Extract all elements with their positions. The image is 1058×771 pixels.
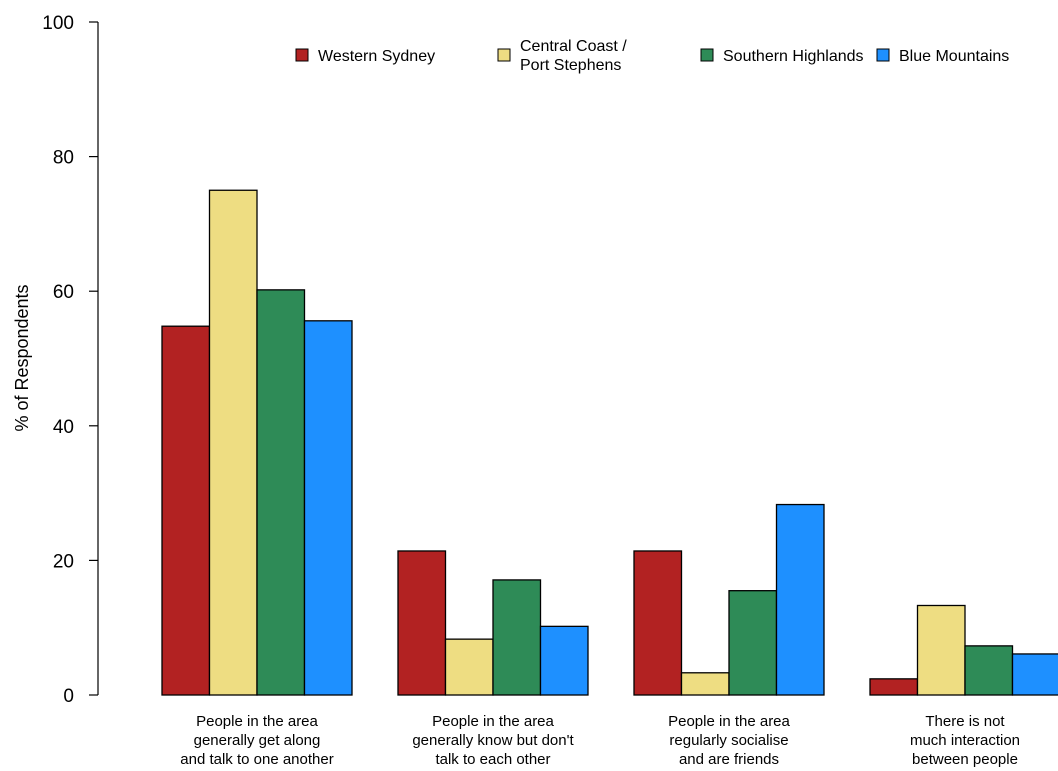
bar-0-0	[161, 325, 211, 696]
legend-label: Central Coast /	[520, 38, 627, 55]
bar-0-2	[256, 289, 306, 696]
category-label: regularly socialise	[669, 732, 788, 749]
bar-2-1	[680, 672, 730, 696]
y-axis-title: % of Respondents	[12, 284, 32, 431]
bar-3-0	[869, 678, 919, 696]
category-label: There is not	[925, 713, 1005, 730]
bar-2-2	[728, 590, 778, 696]
category-labels: People in the area generally get along and…	[180, 713, 1020, 768]
category-label: between people	[912, 751, 1018, 768]
y-tick-label: 40	[53, 417, 74, 438]
bar-3-1	[916, 604, 966, 696]
y-tick-label: 20	[53, 551, 74, 572]
legend-swatch	[497, 48, 511, 62]
y-axis: 0 20 40 60 80 100	[42, 13, 99, 707]
bar-2-0	[633, 550, 683, 696]
legend-label: Port Stephens	[520, 57, 621, 74]
bar-3-2	[964, 645, 1014, 696]
y-tick-label: 0	[63, 686, 74, 707]
legend-swatch	[700, 48, 714, 62]
bar-0-3	[303, 320, 353, 696]
y-tick-label: 60	[53, 282, 74, 303]
y-tick-label: 100	[42, 13, 74, 34]
legend-label: Southern Highlands	[723, 48, 864, 65]
bar-1-2	[492, 579, 542, 696]
bar-1-1	[444, 638, 494, 696]
legend-swatch	[295, 48, 309, 62]
bar-1-3	[539, 625, 589, 696]
category-label: People in the area	[196, 713, 318, 730]
category-label: generally get along	[194, 732, 321, 749]
category-label: much interaction	[910, 732, 1020, 749]
bar-2-3	[775, 503, 825, 696]
bar-3-3	[1011, 653, 1058, 696]
bar-0-1	[208, 189, 258, 696]
category-label: and talk to one another	[180, 751, 333, 768]
category-label: People in the area	[668, 713, 790, 730]
bars	[161, 189, 1058, 696]
legend-label: Western Sydney	[318, 48, 435, 65]
category-label: talk to each other	[435, 751, 550, 768]
category-label: generally know but don't	[412, 732, 574, 749]
category-label: People in the area	[432, 713, 554, 730]
legend-swatch	[876, 48, 890, 62]
y-tick-label: 80	[53, 148, 74, 169]
category-label: and are friends	[679, 751, 779, 768]
legend-label: Blue Mountains	[899, 48, 1009, 65]
bar-1-0	[397, 550, 447, 696]
legend: Western Sydney Central Coast / Port Stephe…	[295, 38, 1009, 74]
